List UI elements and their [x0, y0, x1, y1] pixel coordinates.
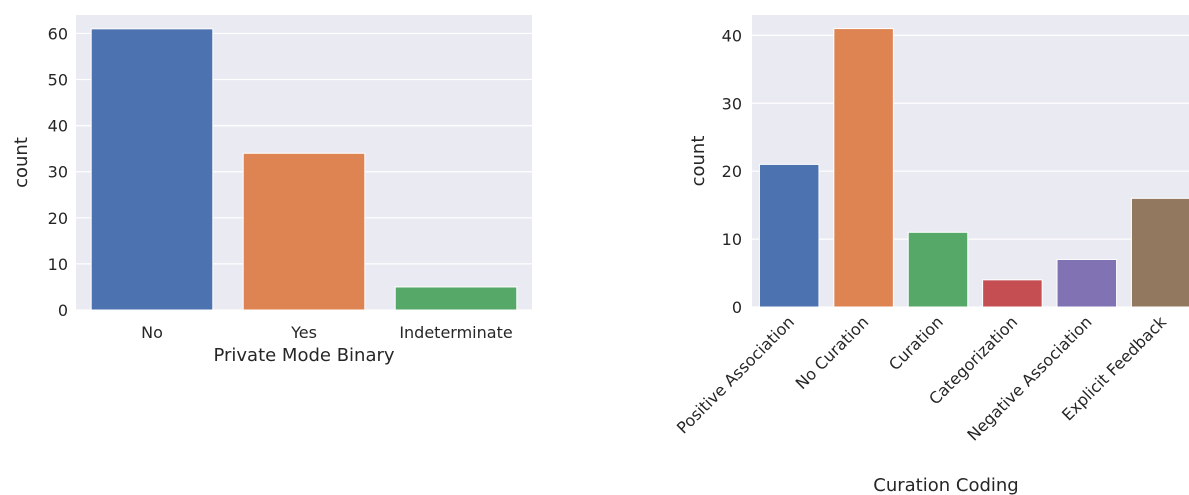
- x-tick-label: Yes: [290, 323, 317, 342]
- bar-curation: [907, 231, 969, 308]
- x-tick-label: Indeterminate: [399, 323, 512, 342]
- bar-positive-association: [758, 163, 820, 308]
- bar-explicit-feedback: [1130, 197, 1189, 308]
- bar-negative-association: [1056, 258, 1118, 308]
- private-mode-chart: 0 10 20 30 40 50 60 No Yes Indeterminate Private…: [11, 15, 532, 366]
- y-axis-label: count: [11, 137, 32, 188]
- y-tick-label: 30: [48, 163, 68, 182]
- x-tick-label: Negative Association: [963, 312, 1095, 444]
- x-axis-label: Curation Coding: [873, 475, 1018, 495]
- y-tick-label: 0: [58, 301, 68, 320]
- y-tick-label: 60: [48, 24, 68, 43]
- x-tick-label: Curation: [885, 312, 947, 374]
- bars: [758, 28, 1189, 308]
- y-tick-label: 0: [732, 298, 742, 317]
- y-axis-label: count: [688, 136, 709, 187]
- x-tick-label: No: [141, 323, 163, 342]
- y-tick-label: 10: [48, 255, 68, 274]
- bar-categorization: [982, 279, 1043, 308]
- y-tick-label: 20: [48, 209, 68, 228]
- x-tick-label: No Curation: [792, 312, 873, 393]
- bar-indeterminate: [394, 286, 518, 311]
- bars: [90, 28, 518, 311]
- y-tick-label: 50: [48, 71, 68, 90]
- bar-no: [90, 28, 214, 311]
- y-tick-label: 40: [722, 26, 742, 45]
- x-tick-labels: No Yes Indeterminate: [141, 323, 513, 342]
- y-tick-label: 20: [722, 162, 742, 181]
- x-tick-label: Positive Association: [673, 312, 798, 437]
- bar-no-curation: [833, 28, 894, 308]
- bar-yes: [242, 152, 366, 311]
- y-tick-labels: 0 10 20 30 40: [722, 26, 742, 317]
- gridlines: [752, 34, 1189, 308]
- plot-background: [752, 15, 1189, 307]
- x-axis-label: Private Mode Binary: [213, 345, 394, 366]
- y-tick-label: 30: [722, 94, 742, 113]
- y-tick-labels: 0 10 20 30 40 50 60: [48, 24, 68, 320]
- y-tick-label: 40: [48, 117, 68, 136]
- y-tick-label: 10: [722, 230, 742, 249]
